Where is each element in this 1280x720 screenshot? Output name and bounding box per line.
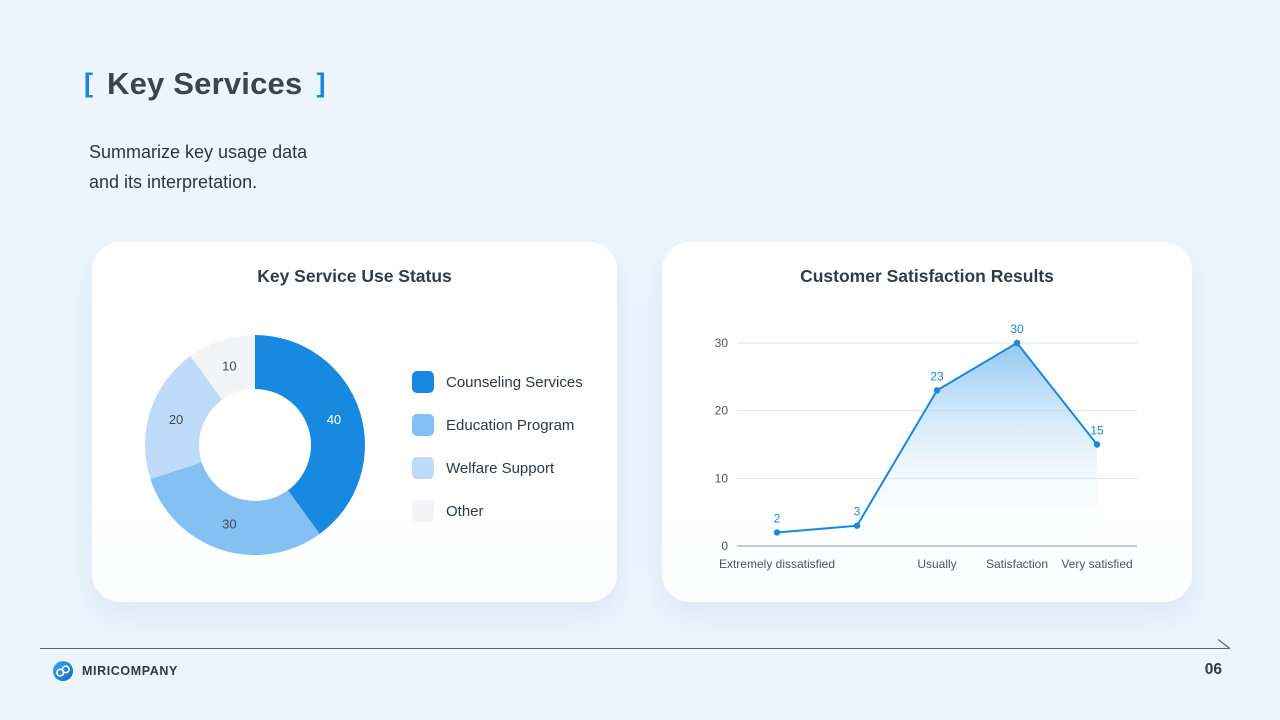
y-tick-label: 20 bbox=[715, 404, 729, 418]
data-point bbox=[853, 522, 861, 529]
legend-item: Other bbox=[412, 499, 583, 523]
data-point-label: 3 bbox=[854, 505, 861, 519]
legend-label: Other bbox=[446, 502, 484, 520]
line-chart-title: Customer Satisfaction Results bbox=[800, 266, 1054, 286]
donut-legend: Counseling Services Education Program Welf… bbox=[412, 370, 583, 523]
title-bracket-left: [ bbox=[84, 67, 93, 98]
data-point-label: 15 bbox=[1090, 424, 1104, 438]
page-number: 06 bbox=[1204, 661, 1222, 678]
donut-value-label: 20 bbox=[169, 412, 183, 427]
donut-hole bbox=[199, 389, 311, 501]
legend-swatch bbox=[412, 500, 434, 522]
donut-chart: 40 30 20 10 bbox=[145, 335, 365, 555]
footer-brand-text: MIRICOMPANY bbox=[82, 664, 178, 678]
data-point bbox=[773, 529, 781, 536]
title-bracket-right: ] bbox=[316, 67, 326, 98]
legend-label: Counseling Services bbox=[446, 373, 583, 391]
miricompany-logo-icon bbox=[53, 661, 73, 681]
donut-value-label: 40 bbox=[327, 412, 341, 427]
legend-item: Education Program bbox=[412, 413, 583, 437]
data-point bbox=[1013, 339, 1021, 347]
donut-chart-card: Key Service Use Status 40 30 20 10 Counseli… bbox=[92, 242, 617, 602]
data-point-label: 2 bbox=[774, 511, 781, 525]
legend-item: Welfare Support bbox=[412, 456, 583, 480]
x-tick-label: Satisfaction bbox=[986, 557, 1048, 571]
footer-brand: MIRICOMPANY bbox=[52, 660, 178, 682]
page-title-text: Key Services bbox=[107, 66, 303, 101]
data-point bbox=[933, 387, 941, 394]
donut-chart-title: Key Service Use Status bbox=[257, 266, 452, 286]
footer-divider bbox=[40, 639, 1231, 650]
y-tick-label: 0 bbox=[721, 539, 728, 553]
legend-swatch bbox=[412, 457, 434, 479]
data-point-label: 30 bbox=[1010, 322, 1024, 336]
data-point bbox=[1093, 441, 1101, 448]
legend-swatch bbox=[412, 371, 434, 393]
legend-swatch bbox=[412, 414, 434, 436]
subtitle-line-1: Summarize key usage data bbox=[89, 142, 308, 162]
legend-item: Counseling Services bbox=[412, 370, 583, 394]
x-tick-label: Extremely dissatisfied bbox=[719, 557, 835, 571]
donut-segment-1 bbox=[150, 445, 320, 555]
y-tick-label: 30 bbox=[715, 336, 729, 350]
legend-label: Welfare Support bbox=[446, 459, 555, 477]
page-subtitle: Summarize key usage data and its interpr… bbox=[89, 137, 307, 197]
legend-label: Education Program bbox=[446, 416, 575, 434]
x-tick-label: Usually bbox=[917, 557, 956, 571]
donut-value-label: 10 bbox=[222, 359, 236, 374]
x-tick-label: Very satisfied bbox=[1061, 557, 1132, 571]
subtitle-line-2: and its interpretation. bbox=[89, 172, 258, 192]
y-tick-label: 10 bbox=[715, 471, 729, 485]
donut-value-label: 30 bbox=[222, 516, 236, 531]
page-title: [ Key Services ] bbox=[84, 66, 325, 102]
line-area-fill bbox=[777, 343, 1097, 546]
line-chart-card: Customer Satisfaction Results 0 10 20 30 2 3 2… bbox=[662, 242, 1192, 602]
data-point-label: 23 bbox=[930, 369, 944, 383]
